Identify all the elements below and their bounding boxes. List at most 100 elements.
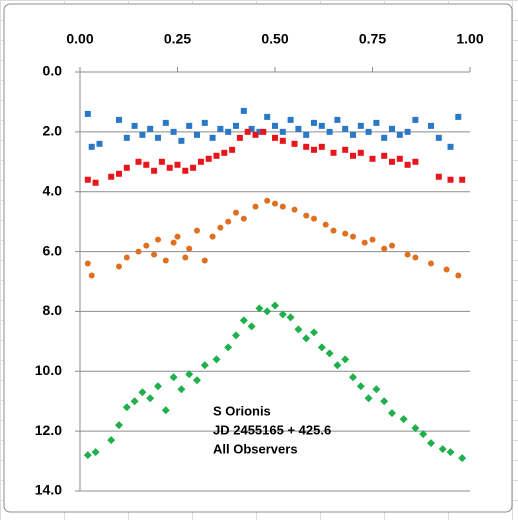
point [342, 125, 349, 132]
point [381, 134, 388, 141]
point [146, 394, 155, 403]
point [446, 448, 455, 457]
point [194, 227, 200, 234]
point [369, 155, 376, 162]
point [197, 158, 204, 165]
point [350, 131, 356, 138]
point [333, 361, 342, 370]
point [182, 254, 189, 261]
point [92, 179, 99, 186]
point [365, 128, 372, 135]
point [154, 382, 162, 391]
point [342, 146, 349, 153]
point [427, 439, 435, 448]
point [325, 349, 334, 358]
point [295, 125, 302, 132]
point [447, 143, 454, 150]
point [428, 122, 434, 129]
point [435, 134, 442, 141]
point [404, 161, 411, 168]
annotation: All Observers [213, 441, 298, 456]
point [411, 424, 420, 433]
annotation: S Orionis [213, 403, 271, 418]
point [458, 454, 467, 463]
point [369, 236, 376, 243]
point [272, 134, 278, 141]
point [116, 170, 122, 177]
y-tick-label: 8.0 [43, 302, 63, 318]
point [162, 119, 169, 126]
point [350, 152, 356, 159]
point [404, 128, 411, 135]
point [182, 167, 189, 174]
x-tick-label: 1.00 [456, 31, 483, 47]
point [130, 397, 139, 406]
point [247, 322, 256, 331]
point [404, 251, 411, 258]
point [412, 254, 419, 261]
point [272, 200, 278, 207]
point [84, 176, 91, 183]
point [256, 128, 263, 135]
point [303, 212, 310, 219]
point [279, 137, 286, 144]
point [264, 197, 271, 204]
point [155, 134, 161, 141]
point [361, 239, 368, 246]
point [349, 373, 357, 382]
point [158, 158, 165, 165]
point [229, 146, 236, 153]
point [115, 421, 123, 430]
point [201, 119, 208, 126]
point [212, 355, 221, 364]
point [443, 266, 450, 273]
point [455, 113, 462, 120]
point [438, 445, 447, 454]
point [286, 313, 295, 322]
point [389, 158, 395, 165]
point [412, 116, 419, 123]
point [151, 251, 158, 258]
point [428, 260, 434, 267]
point [399, 415, 408, 424]
point [271, 301, 279, 310]
point [341, 355, 350, 364]
point [161, 406, 170, 415]
point [233, 122, 239, 129]
point [177, 385, 186, 394]
point [233, 209, 239, 216]
point [291, 206, 298, 213]
point [255, 304, 264, 313]
point [170, 128, 177, 135]
point [185, 370, 194, 379]
point [135, 158, 142, 165]
point [143, 161, 150, 168]
point [162, 257, 169, 264]
point [294, 325, 303, 334]
point [244, 128, 251, 135]
point [194, 131, 200, 138]
y-tick-label: 12.0 [35, 422, 62, 438]
point [357, 149, 364, 156]
point [116, 116, 122, 123]
point [419, 430, 428, 439]
point [107, 436, 116, 445]
x-tick-label: 0.25 [164, 31, 191, 47]
point [209, 134, 216, 141]
point [122, 403, 131, 412]
point [302, 334, 311, 343]
point [213, 152, 220, 159]
point [123, 164, 130, 171]
point [381, 245, 388, 252]
point [278, 310, 287, 319]
point [459, 176, 466, 183]
point [217, 125, 224, 132]
point [190, 164, 197, 171]
point [91, 448, 100, 457]
y-tick-label: 2.0 [43, 123, 63, 139]
point [84, 260, 91, 267]
point [139, 131, 146, 138]
point [252, 131, 259, 138]
